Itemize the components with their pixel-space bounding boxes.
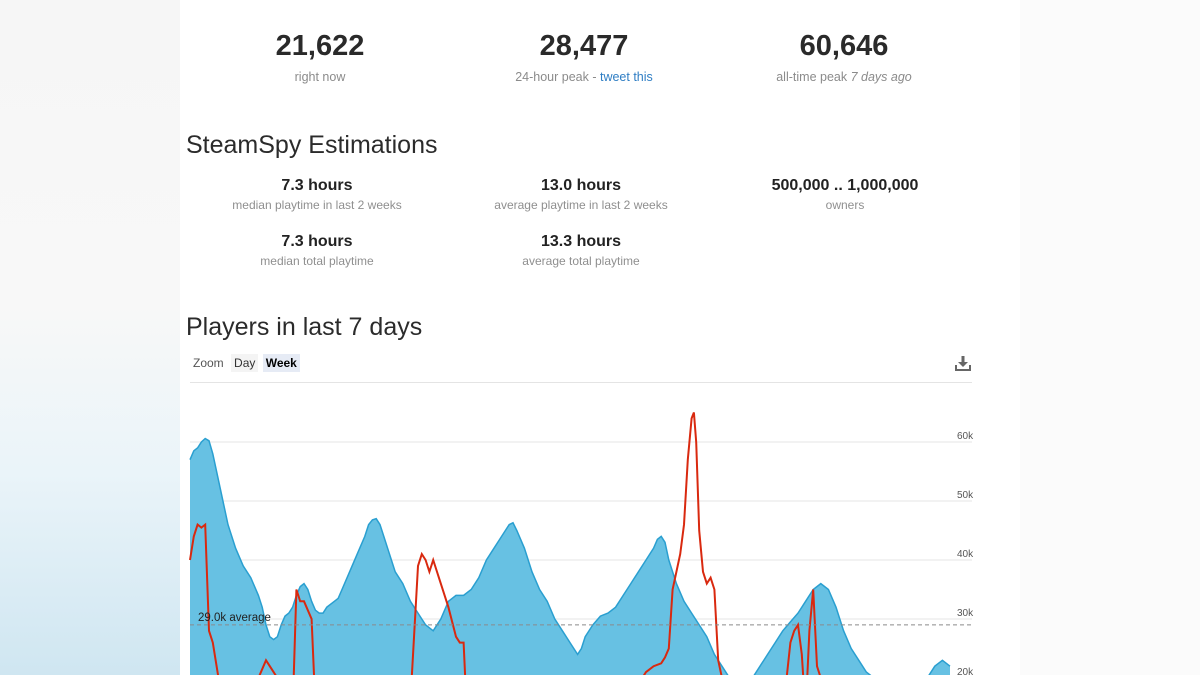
content-panel: 21,622 right now 28,477 24-hour peak - t… xyxy=(180,0,1020,675)
stat-all-time-peak: 60,646 all-time peak 7 days ago xyxy=(704,28,984,84)
players-area-outline xyxy=(189,437,951,675)
estimation-value: 7.3 hours xyxy=(281,233,353,250)
average-label: 29.0k average xyxy=(198,612,271,624)
stat-value: 28,477 xyxy=(539,30,629,62)
stat-current: 21,622 right now xyxy=(180,28,460,84)
background-right xyxy=(1020,0,1200,675)
estimation-median-2w: 7.3 hours median playtime in last 2 week… xyxy=(185,176,449,212)
estimation-label: owners xyxy=(825,198,865,212)
stat-label-text: 24-hour peak - xyxy=(515,70,600,84)
stat-label: all-time peak 7 days ago xyxy=(704,70,984,84)
players-chart: 29.0k average 60k 50k 40k 30k 20k xyxy=(189,412,974,675)
estimation-average-total: 13.3 hours average total playtime xyxy=(449,232,713,268)
estimation-average-2w: 13.0 hours average playtime in last 2 we… xyxy=(449,176,713,212)
player-stats: 21,622 right now 28,477 24-hour peak - t… xyxy=(180,28,1020,98)
zoom-day-button[interactable]: Day xyxy=(231,354,259,372)
y-tick-label: 40k xyxy=(957,549,974,560)
download-button[interactable] xyxy=(954,354,972,372)
y-tick-label: 20k xyxy=(957,667,974,675)
stat-label-time: 7 days ago xyxy=(850,70,912,84)
estimation-median-total: 7.3 hours median total playtime xyxy=(185,232,449,268)
zoom-week-button[interactable]: Week xyxy=(262,354,300,372)
y-tick-label: 50k xyxy=(957,490,974,501)
download-icon xyxy=(955,356,971,371)
tweet-this-link[interactable]: tweet this xyxy=(599,70,653,84)
players-chart-title: Players in last 7 days xyxy=(186,313,423,341)
stat-value: 21,622 xyxy=(275,30,365,62)
zoom-selector: Zoom Day Week xyxy=(190,354,301,372)
y-tick-label: 60k xyxy=(957,431,974,442)
estimation-value: 13.0 hours xyxy=(540,177,622,194)
stat-24h-peak: 28,477 24-hour peak - tweet this xyxy=(444,28,724,84)
estimations-title: SteamSpy Estimations xyxy=(186,131,438,159)
stat-label: 24-hour peak - tweet this xyxy=(444,70,724,84)
estimation-value: 500,000 .. 1,000,000 xyxy=(771,177,919,194)
stat-label-text: all-time peak xyxy=(776,70,851,84)
estimation-owners: 500,000 .. 1,000,000 owners xyxy=(713,176,977,212)
estimation-label: average playtime in last 2 weeks xyxy=(494,198,668,212)
background-left xyxy=(0,0,180,675)
chart-toolbar-divider xyxy=(190,382,972,383)
y-tick-label: 30k xyxy=(957,608,974,619)
stat-value: 60,646 xyxy=(799,30,889,62)
estimation-value: 7.3 hours xyxy=(281,177,353,194)
stat-label: right now xyxy=(294,70,346,84)
players-area xyxy=(190,438,950,675)
estimation-value: 13.3 hours xyxy=(540,233,622,250)
estimation-label: average total playtime xyxy=(522,254,640,268)
zoom-label: Zoom xyxy=(193,356,224,370)
estimation-label: median playtime in last 2 weeks xyxy=(232,198,402,212)
estimation-label: median total playtime xyxy=(260,254,374,268)
